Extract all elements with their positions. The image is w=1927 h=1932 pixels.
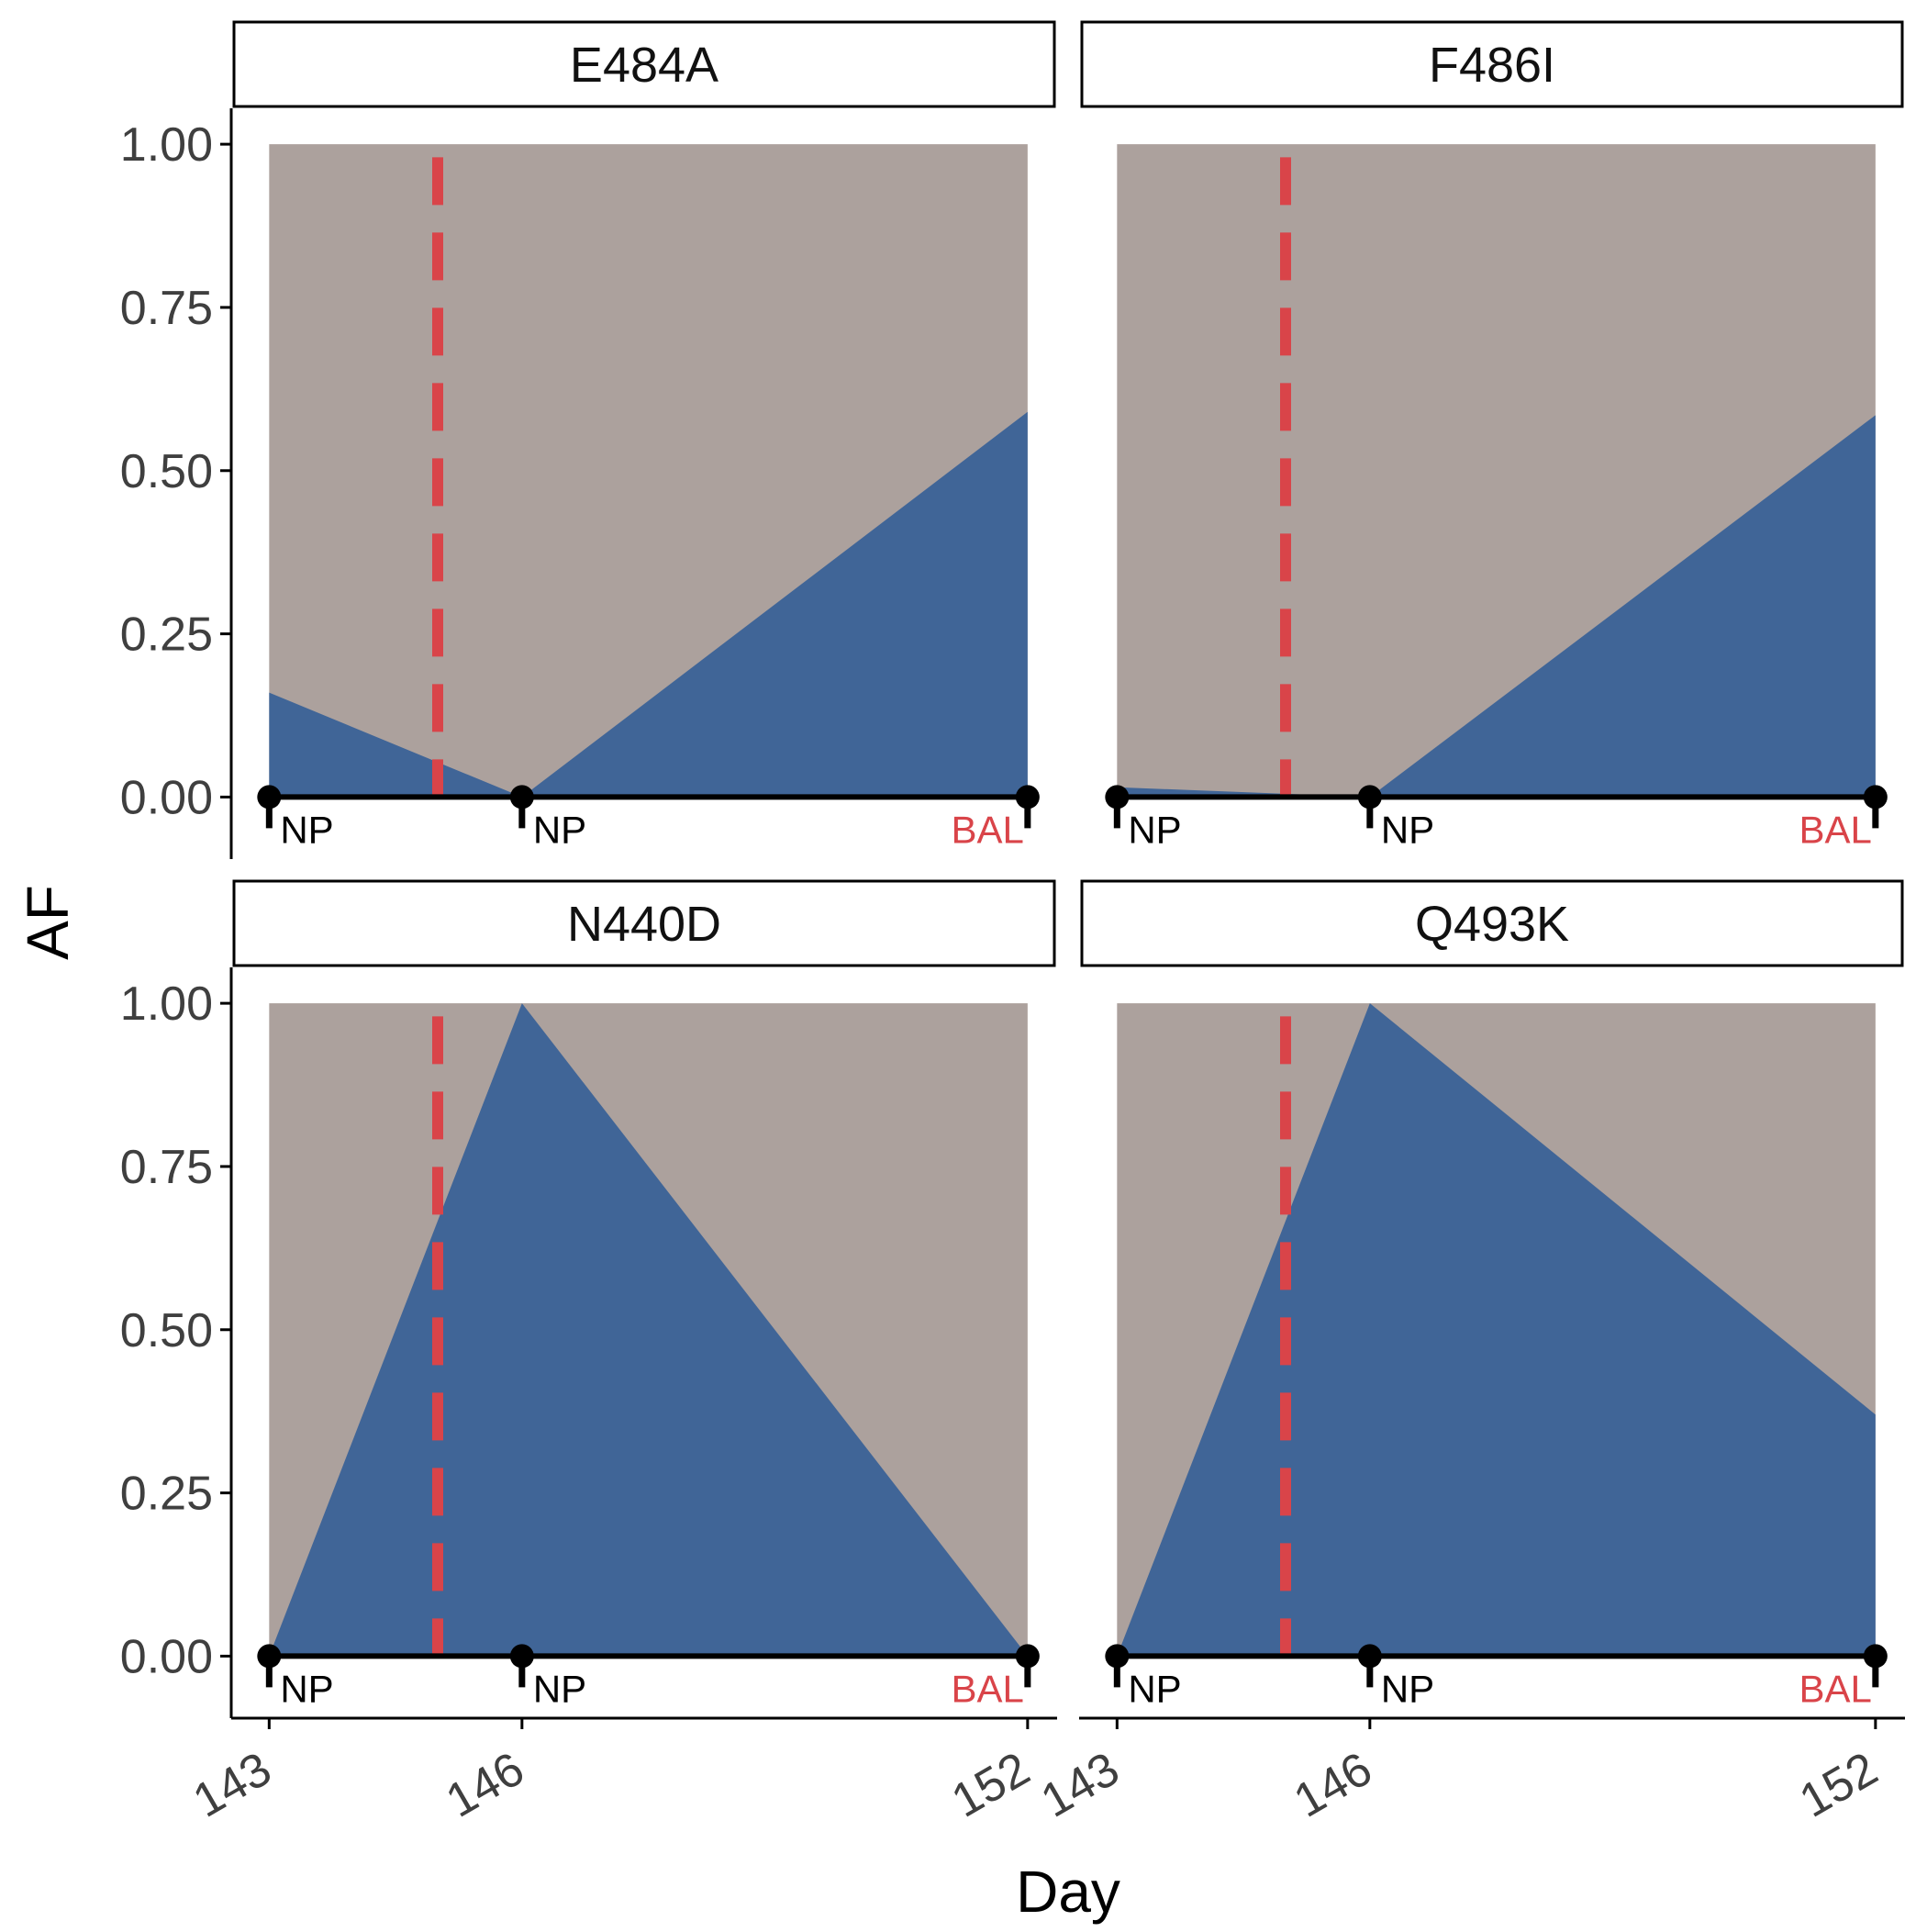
facet-title: N440D <box>567 897 721 952</box>
sample-label: BAL <box>951 808 1023 851</box>
y-tick-label: 0.25 <box>120 609 213 662</box>
facet-strip <box>232 879 1056 967</box>
sample-point <box>1357 1644 1382 1669</box>
y-tick-label: 0.00 <box>120 1630 213 1683</box>
sample-point <box>1863 785 1888 810</box>
x-tick-label: 146 <box>1286 1742 1381 1828</box>
sample-label: NP <box>1128 808 1181 851</box>
facet-title: E484A <box>570 38 718 93</box>
panel-e484a: E484A NP NP BAL 0.00 0.25 0.50 0.75 1.00 <box>120 20 1056 859</box>
facet-title: Q493K <box>1415 897 1569 952</box>
af-area <box>269 411 1028 798</box>
panel-q493k: Q493K NP NP BAL 143 146 152 <box>1032 879 1905 1828</box>
sample-label: NP <box>533 808 586 851</box>
sample-label: BAL <box>1799 1667 1871 1710</box>
y-tick-label: 0.75 <box>120 282 213 335</box>
x-axis-title: Day <box>1016 1859 1120 1925</box>
facet-strip <box>1080 879 1904 967</box>
sample-point <box>257 785 282 810</box>
sample-label: NP <box>1381 808 1434 851</box>
y-tick-label: 0.75 <box>120 1141 213 1194</box>
facet-strip <box>1080 20 1904 108</box>
sample-point <box>509 785 534 810</box>
sample-label: NP <box>1128 1667 1181 1710</box>
af-area <box>1117 415 1876 798</box>
sample-point <box>1863 1644 1888 1669</box>
x-tick-label: 143 <box>184 1742 280 1828</box>
facet-title: F486I <box>1429 38 1555 93</box>
sample-label: BAL <box>1799 808 1871 851</box>
y-tick-label: 1.00 <box>120 118 213 172</box>
x-tick-label: 152 <box>1791 1742 1887 1828</box>
x-tick-label: 143 <box>1032 1742 1128 1828</box>
sample-label: NP <box>1381 1667 1434 1710</box>
sample-point <box>257 1644 282 1669</box>
x-tick-label: 146 <box>438 1742 533 1828</box>
sample-point <box>1105 1644 1130 1669</box>
y-axis-title: AF <box>15 885 81 960</box>
y-tick-label: 0.25 <box>120 1468 213 1521</box>
af-area <box>1117 1003 1876 1657</box>
y-tick-label: 0.50 <box>120 445 213 498</box>
sample-point <box>1015 1644 1040 1669</box>
sample-point <box>1357 785 1382 810</box>
x-tick-label: 152 <box>943 1742 1039 1828</box>
sample-point <box>1015 785 1040 810</box>
y-tick-label: 0.00 <box>120 771 213 824</box>
panel-f486i: F486I NP NP BAL <box>1080 20 1904 851</box>
panel-n440d: N440D NP NP BAL 0.00 0.25 0.50 0.75 1.00 143 146 15… <box>120 879 1057 1828</box>
sample-point <box>509 1644 534 1669</box>
sample-label: NP <box>533 1667 586 1710</box>
y-tick-label: 1.00 <box>120 977 213 1031</box>
sample-point <box>1105 785 1130 810</box>
sample-label: NP <box>280 1667 333 1710</box>
facet-strip <box>232 20 1056 108</box>
sample-label: BAL <box>951 1667 1023 1710</box>
y-tick-label: 0.50 <box>120 1304 213 1357</box>
af-area <box>269 1003 1028 1657</box>
sample-label: NP <box>280 808 333 851</box>
